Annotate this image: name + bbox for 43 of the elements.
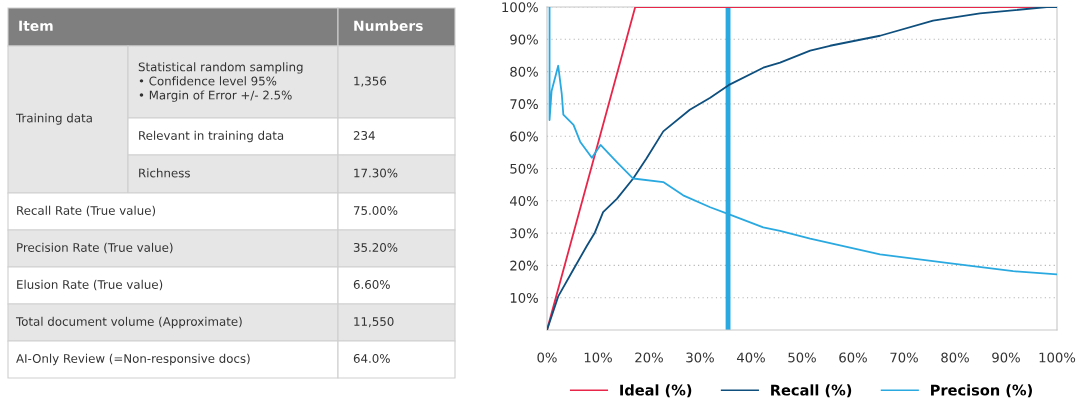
- text: Richness: [139, 168, 190, 178]
- y-tick-label: 80%: [510, 66, 538, 77]
- x-tick-label: 60%: [839, 352, 867, 363]
- y-tick-label: 20%: [510, 260, 538, 271]
- y-tick-label: 70%: [510, 99, 538, 110]
- text: 11,550: [354, 317, 394, 328]
- legend-label: Ideal (%): [620, 384, 692, 398]
- text: 1,356: [354, 76, 387, 87]
- x-tick-label: 90%: [992, 352, 1020, 363]
- text: 64.0%: [353, 354, 390, 363]
- legend-label: Recall (%): [771, 384, 852, 398]
- text: Elusion Rate (True value): [17, 279, 163, 291]
- x-tick-label: 20%: [635, 352, 663, 363]
- legend-label: Precison (%): [931, 384, 1032, 398]
- x-tick-label: 50%: [788, 352, 816, 363]
- x-tick-label: 30%: [686, 352, 714, 363]
- x-tick-label: 0%: [537, 352, 557, 363]
- text: 17.30%: [354, 168, 398, 178]
- text: Total document volume (Approximate): [15, 316, 242, 329]
- text: Numbers: [354, 20, 423, 32]
- x-tick-label: 10%: [584, 352, 612, 363]
- text: AI-Only Review (=Non-responsive docs): [16, 353, 250, 366]
- text: 35.20%: [353, 243, 398, 252]
- y-tick-label: 90%: [510, 34, 538, 45]
- text: 6.60%: [353, 280, 390, 289]
- text: 234: [353, 131, 375, 140]
- text: Statistical random sampling • Confidence level 95% • Margin of Error +/- 2.5%: [138, 62, 303, 102]
- y-tick-label: 30%: [510, 228, 538, 239]
- y-tick-label: 10%: [510, 292, 538, 303]
- y-tick-label: 100%: [502, 2, 538, 13]
- x-tick-label: 100%: [1039, 352, 1076, 363]
- text: Item: [19, 20, 53, 32]
- text: 75.00%: [353, 206, 398, 215]
- text: Relevant in training data: [139, 130, 284, 143]
- text: Training data: [15, 113, 92, 125]
- text: Precision Rate (True value): [17, 242, 173, 254]
- y-tick-label: 50%: [510, 163, 538, 174]
- y-tick-label: 40%: [509, 196, 538, 206]
- x-tick-label: 80%: [941, 352, 969, 363]
- x-tick-label: 40%: [736, 352, 765, 363]
- x-tick-label: 70%: [890, 352, 918, 363]
- text: Recall Rate (True value): [17, 205, 156, 217]
- y-tick-label: 60%: [510, 131, 538, 142]
